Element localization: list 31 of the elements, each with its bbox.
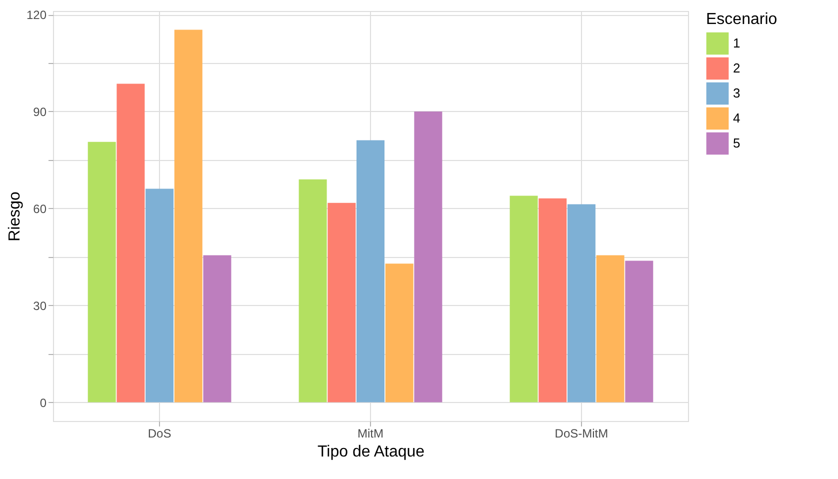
bar [385, 264, 414, 402]
legend-label: 1 [733, 36, 740, 50]
legend-label: 3 [733, 86, 740, 100]
bar [625, 260, 654, 402]
bar [356, 140, 384, 402]
bar [567, 204, 596, 402]
y-tick-label: 120 [26, 8, 47, 22]
bar [510, 196, 538, 402]
y-tick-label: 90 [33, 104, 47, 119]
bar [414, 111, 442, 402]
y-tick-label: 60 [33, 202, 47, 216]
legend-title: Escenario [706, 11, 778, 28]
y-tick-label: 0 [40, 396, 47, 410]
legend-label: 2 [733, 60, 740, 76]
y-axis-title: Riesgo [6, 192, 24, 242]
bar [174, 30, 202, 402]
x-tick-label: MitM [358, 426, 384, 440]
x-tick-label: DoS [148, 426, 172, 440]
bar [146, 188, 174, 402]
bar [328, 202, 356, 402]
x-tick-label: DoS-MitM [554, 426, 608, 440]
y-tick-label: 30 [33, 298, 47, 313]
bar [88, 142, 116, 402]
bar [298, 179, 327, 402]
bar [203, 255, 232, 402]
bar [116, 84, 145, 402]
legend-label: 5 [733, 136, 740, 150]
legend-label: 4 [733, 110, 740, 126]
bar [596, 255, 624, 402]
x-axis-title: Tipo de Ataque [317, 444, 425, 460]
bar [538, 198, 567, 402]
